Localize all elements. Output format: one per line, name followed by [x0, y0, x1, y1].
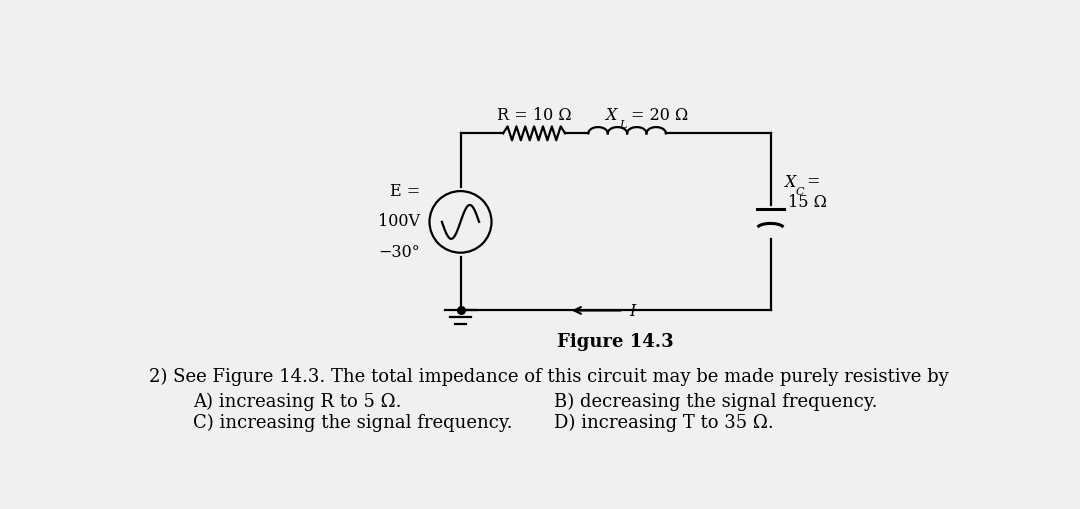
- Text: A) increasing R to 5 Ω.: A) increasing R to 5 Ω.: [193, 391, 402, 410]
- Text: X: X: [605, 107, 617, 124]
- Text: R = 10 Ω: R = 10 Ω: [497, 107, 571, 124]
- Text: 15 Ω: 15 Ω: [788, 194, 827, 211]
- Text: E =: E =: [390, 182, 420, 200]
- Text: 100V: 100V: [378, 212, 420, 230]
- Text: 2) See Figure 14.3. The total impedance of this circuit may be made purely resis: 2) See Figure 14.3. The total impedance …: [149, 367, 948, 385]
- Text: Figure 14.3: Figure 14.3: [557, 332, 674, 351]
- Text: C: C: [795, 186, 804, 196]
- Text: D) increasing T to 35 Ω.: D) increasing T to 35 Ω.: [554, 413, 773, 431]
- Text: L: L: [619, 120, 626, 129]
- Text: B) decreasing the signal frequency.: B) decreasing the signal frequency.: [554, 391, 877, 410]
- Text: C) increasing the signal frequency.: C) increasing the signal frequency.: [193, 413, 513, 431]
- Text: −30°: −30°: [378, 244, 420, 261]
- Text: = 20 Ω: = 20 Ω: [631, 107, 688, 124]
- Text: I: I: [630, 302, 636, 319]
- Text: X: X: [784, 173, 796, 190]
- Text: =: =: [806, 173, 820, 190]
